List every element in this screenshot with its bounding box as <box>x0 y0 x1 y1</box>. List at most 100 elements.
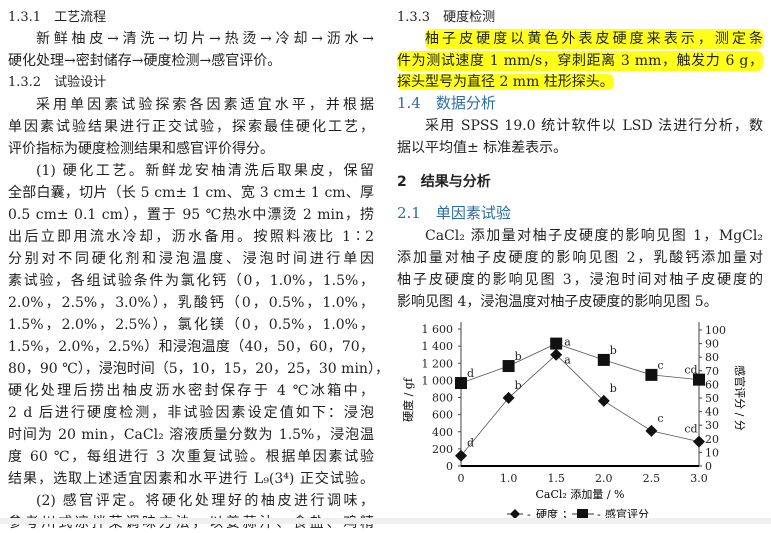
y2-tick-label: 60 <box>705 378 719 391</box>
series-line-square <box>460 343 700 384</box>
data-point-diamond <box>597 394 610 407</box>
paragraph-line: 时间为 20 min，CaCl₂ 溶液质量分数为 1.5%，浸泡温 <box>8 427 374 443</box>
data-point-diamond <box>693 435 705 448</box>
data-point-square <box>693 373 705 386</box>
paragraph-line: 采用 SPSS 19.0 统计软件以 LSD 法进行分析，数 <box>425 118 763 134</box>
y-tick-label: 1 200 <box>422 357 454 370</box>
significance-label: cd <box>684 423 697 436</box>
data-point-square <box>597 353 610 366</box>
y2-tick-label: 80 <box>705 351 719 364</box>
x-tick-label: 2.5 <box>643 472 661 485</box>
y2-tick-label: 0 <box>705 460 712 473</box>
paragraph-line: 硬化处理→密封储存→硬度检测→感官评价。 <box>8 53 282 69</box>
significance-label: b <box>610 382 617 395</box>
paragraph-line: 度 60 ℃，每组进行 3 次重复试验。根据单因素试验 <box>8 449 374 465</box>
paragraph-line: 采用单因素试验探索各因素适宜水平，并根据 <box>36 97 374 113</box>
paragraph-line: 1.5%，2.0%，2.5%），氯化镁（0，0.5%，1.0%， <box>8 317 374 333</box>
highlight-mark: 探头型号为直径 2 mm 柱形探头。 <box>397 74 614 90</box>
significance-label: c <box>657 412 663 425</box>
paragraph-line: 1.5%，2.0%，2.5%）和浸泡温度（40，50，60，70， <box>8 339 374 355</box>
legend-dash: - <box>527 508 531 521</box>
section-heading: 1.3.1 工艺流程 <box>8 10 107 25</box>
y2-axis-label: 感官评分 / 分 <box>733 365 747 431</box>
legend-label-sensory: 感官评分 <box>605 507 649 521</box>
significance-label: c <box>657 359 663 372</box>
significance-label: cd <box>684 364 697 377</box>
paragraph-line: (1) 硬化工艺。新鲜龙安柚清洗后取果皮，保留 <box>36 163 374 179</box>
x-tick-label: 3.0 <box>690 472 708 485</box>
significance-label: b <box>515 379 522 392</box>
legend-square-icon <box>577 509 588 520</box>
y2-tick-label: 30 <box>705 419 719 432</box>
paragraph-line: 新鲜柚皮→清洗→切片→热烫→冷却→沥水→ <box>36 31 374 47</box>
data-point-diamond <box>645 424 658 437</box>
y2-tick-label: 50 <box>705 392 719 405</box>
paragraph-line: 0.5 cm± 0.1 cm），置于 95 ℃热水中漂烫 2 min，捞 <box>8 207 374 223</box>
data-point-square <box>645 368 658 381</box>
paragraph-line: 结果，选取上述适宜因素和水平进行 L₉(3⁴) 正交试验。 <box>8 471 374 487</box>
y-tick-label: 0 <box>446 460 453 473</box>
paragraph-line: 出后立即用流水冷却，沥水备用。按照料液比 1∶2 <box>8 229 374 245</box>
y-tick-label: 1 000 <box>422 374 454 387</box>
y-tick-label: 200 <box>432 443 453 456</box>
section-heading: 2.1 单因素试验 <box>397 204 511 222</box>
y2-tick-label: 90 <box>705 338 719 351</box>
section-heading: 2 结果与分析 <box>397 174 491 190</box>
highlighted-line: 柚子皮硬度以黄色外表皮硬度来表示，测定条 <box>397 29 763 49</box>
paragraph-line: 素试验，各组试验条件为氯化钙（0，1.0%，1.5%， <box>8 273 374 289</box>
y2-tick-label: 40 <box>705 406 719 419</box>
section-heading: 1.3.2 试验设计 <box>8 75 107 90</box>
section-heading: 1.4 数据分析 <box>397 94 496 112</box>
highlighted-line: 探头型号为直径 2 mm 柱形探头。 <box>397 72 763 92</box>
paragraph-line: 单因素试验结果进行正交试验，探索最佳硬化工艺， <box>8 119 374 135</box>
data-point-square <box>455 377 467 390</box>
section-heading: 1.3.3 硬度检测 <box>397 10 496 25</box>
x-tick-label: 1.0 <box>500 472 517 485</box>
significance-label: d <box>467 437 474 450</box>
paragraph-line: (2) 感官评定。将硬化处理好的柚皮进行调味， <box>36 493 374 509</box>
y2-tick-label: 20 <box>705 433 719 446</box>
y2-tick-label: 100 <box>705 324 726 337</box>
significance-label: b <box>515 350 522 363</box>
legend-diamond-icon <box>510 509 520 519</box>
paragraph-line: 柚子皮硬度的影响见图 3，浸泡时间对柚子皮硬度的 <box>397 272 763 288</box>
data-point-square <box>502 360 515 373</box>
highlighted-line: 件为测试速度 1 mm/s，穿刺距离 3 mm，触发力 6 g， <box>397 51 763 71</box>
paragraph-line: 硬化处理后捞出柚皮沥水密封保存于 4 ℃冰箱中， <box>8 383 374 399</box>
bottom-scroll-strip <box>0 518 771 524</box>
paragraph-line: 影响见图 4，浸泡温度对柚子皮硬度的影响见图 5。 <box>397 294 718 310</box>
paragraph-line: 2 d 后进行硬度检测，非试验因素设定值如下：浸泡 <box>8 405 374 421</box>
significance-label: b <box>610 344 617 357</box>
significance-label: a <box>564 336 571 349</box>
paragraph-line: 分别对不同硬化剂和浸泡温度、浸泡时间进行单因 <box>8 251 374 267</box>
paragraph-line: 据以平均值± 标准差表示。 <box>397 140 568 156</box>
series-line-diamond <box>460 354 700 456</box>
x-axis-label: CaCl₂ 添加量 / % <box>536 487 625 501</box>
y-tick-label: 1 400 <box>422 340 454 353</box>
y-tick-label: 600 <box>432 409 453 422</box>
highlight-mark: 柚子皮硬度以黄色外表皮硬度来表示，测定条 <box>425 29 763 49</box>
x-tick-label: 1.5 <box>547 472 565 485</box>
data-point-square <box>550 337 563 350</box>
y-tick-label: 800 <box>432 392 453 405</box>
y-tick-label: 400 <box>432 426 453 439</box>
legend-label-hardness: 硬度 <box>536 507 558 521</box>
data-point-diamond <box>455 449 467 462</box>
significance-label: a <box>564 354 571 367</box>
data-point-diamond <box>550 348 563 361</box>
legend-dash: - <box>597 508 601 521</box>
y-tick-label: 1 600 <box>422 323 454 336</box>
legend: - 硬度； - 感官评分 <box>507 507 649 521</box>
legend-separator: ； <box>562 508 573 521</box>
paragraph-line: 评价指标为硬度检测结果和感官评价得分。 <box>8 141 274 157</box>
paragraph-line: 添加量对柚子皮硬度的影响见图 2，乳酸钙添加量对 <box>397 250 763 266</box>
y2-tick-label: 10 <box>705 446 719 459</box>
paragraph-line: CaCl₂ 添加量对柚子皮硬度的影响见图 1，MgCl₂ <box>425 228 763 244</box>
data-point-diamond <box>502 391 515 404</box>
significance-label: d <box>467 367 474 380</box>
y-axis-label: 硬度 / gf <box>401 377 415 422</box>
x-tick-label: 2.0 <box>595 472 613 485</box>
highlight-mark: 件为测试速度 1 mm/s，穿刺距离 3 mm，触发力 6 g， <box>397 51 763 71</box>
x-tick-label: 0 <box>458 472 465 485</box>
